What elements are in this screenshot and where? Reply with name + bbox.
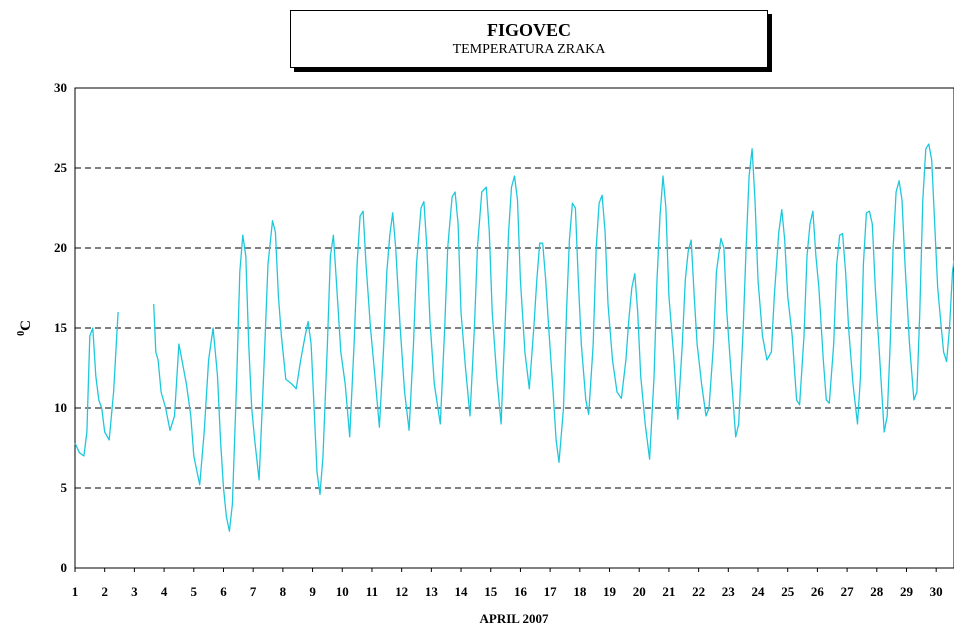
x-tick-label: 8 <box>280 584 287 599</box>
x-tick-label: 18 <box>573 584 587 599</box>
x-tick-label: 2 <box>101 584 108 599</box>
x-tick-label: 7 <box>250 584 257 599</box>
y-tick-label: 5 <box>61 480 68 495</box>
x-tick-label: 15 <box>484 584 498 599</box>
x-tick-label: 20 <box>633 584 646 599</box>
x-tick-label: 4 <box>161 584 168 599</box>
x-tick-label: 26 <box>811 584 825 599</box>
x-tick-label: 29 <box>900 584 914 599</box>
x-tick-label: 14 <box>455 584 469 599</box>
grid-lines <box>75 167 954 489</box>
y-tick-label: 20 <box>54 240 67 255</box>
y-axis-label-unit: C <box>18 320 34 331</box>
y-tick-label: 10 <box>54 400 67 415</box>
x-tick-label: 21 <box>662 584 675 599</box>
x-tick-label: 3 <box>131 584 138 599</box>
x-tick-label: 5 <box>191 584 198 599</box>
x-tick-label: 10 <box>336 584 349 599</box>
chart-subtitle: TEMPERATURA ZRAKA <box>452 42 606 57</box>
y-tick-label: 30 <box>54 80 67 95</box>
y-axis-label-superscript: 0 <box>16 331 27 336</box>
svg-text:0C: 0C <box>16 320 34 336</box>
x-tick-label: 12 <box>395 584 408 599</box>
y-tick-label: 25 <box>54 160 68 175</box>
x-tick-label: 6 <box>220 584 227 599</box>
temperature-series-line <box>74 143 954 532</box>
x-tick-label: 25 <box>781 584 795 599</box>
x-tick-label: 16 <box>514 584 528 599</box>
x-axis-label: APRIL 2007 <box>480 611 549 626</box>
y-axis-ticks: 0 5 10 15 20 25 30 <box>54 80 68 575</box>
x-tick-label: 23 <box>722 584 736 599</box>
x-tick-label: 1 <box>72 584 79 599</box>
plot-area <box>74 87 954 569</box>
y-tick-label: 0 <box>61 560 68 575</box>
x-tick-label: 24 <box>752 584 766 599</box>
x-axis-ticks: 1 2 3 4 5 6 7 8 9 10 11 12 13 14 15 16 17 18 19 20 21 22 23 24 2… <box>72 568 943 599</box>
x-tick-label: 27 <box>841 584 855 599</box>
chart-title-box: FIGOVEC TEMPERATURA ZRAKA <box>290 10 768 68</box>
x-tick-label: 19 <box>603 584 617 599</box>
chart-title: FIGOVEC <box>486 20 571 40</box>
x-tick-label: 28 <box>870 584 884 599</box>
x-tick-label: 17 <box>544 584 558 599</box>
x-tick-label: 11 <box>366 584 378 599</box>
x-tick-label: 9 <box>309 584 316 599</box>
series-layer <box>74 143 954 532</box>
y-tick-label: 15 <box>54 320 68 335</box>
x-tick-label: 22 <box>692 584 705 599</box>
y-axis-label: 0C <box>16 320 34 336</box>
x-tick-label: 30 <box>930 584 943 599</box>
x-tick-label: 13 <box>425 584 439 599</box>
